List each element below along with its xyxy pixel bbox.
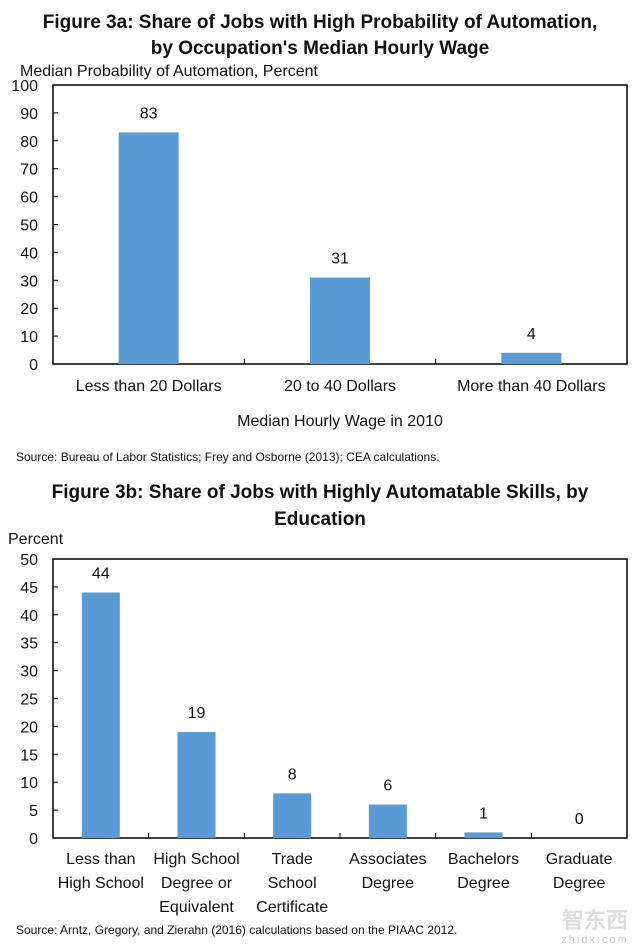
- x-category-label: Equivalent: [159, 899, 234, 916]
- watermark-url: zhidx.com: [561, 934, 629, 946]
- y-axis-label: Percent: [8, 531, 64, 548]
- x-category-label: Degree: [457, 875, 510, 892]
- y-tick-label: 100: [11, 78, 38, 95]
- y-tick-label: 40: [20, 245, 38, 262]
- y-tick-label: 70: [20, 162, 38, 179]
- bar: [464, 832, 503, 838]
- bar: [81, 592, 120, 838]
- y-tick-label: 10: [20, 329, 38, 346]
- bar: [501, 352, 562, 364]
- y-tick-label: 15: [20, 747, 38, 764]
- y-tick-label: 30: [20, 664, 38, 681]
- x-category-label: Graduate: [546, 851, 613, 868]
- watermark-logo: 智东西: [562, 908, 628, 933]
- data-label: 6: [383, 778, 392, 795]
- x-category-label: Degree: [553, 875, 606, 892]
- x-category-label: Degree or: [161, 875, 233, 892]
- y-tick-label: 10: [20, 775, 38, 792]
- chart-title: Figure 3a: Share of Jobs with High Proba…: [43, 12, 598, 33]
- data-label: 19: [188, 705, 206, 722]
- plot-area-frame: [52, 558, 628, 839]
- x-category-label: Less than 20 Dollars: [76, 378, 222, 395]
- data-label: 83: [140, 105, 158, 122]
- x-category-label: High School: [153, 851, 239, 868]
- y-tick-label: 20: [20, 719, 38, 736]
- chart-title: Education: [274, 509, 366, 530]
- bar: [177, 731, 216, 838]
- bar: [368, 804, 407, 838]
- x-category-label: School: [268, 875, 317, 892]
- y-tick-label: 50: [20, 218, 38, 235]
- y-tick-label: 50: [20, 552, 38, 569]
- x-category-label: Associates: [349, 851, 426, 868]
- x-axis-label: Median Hourly Wage in 2010: [237, 413, 443, 430]
- data-label: 4: [527, 326, 536, 343]
- chart-title: Figure 3b: Share of Jobs with Highly Aut…: [52, 482, 589, 503]
- x-category-label: Certificate: [256, 899, 328, 916]
- y-tick-label: 45: [20, 580, 38, 597]
- chart-title: by Occupation's Median Hourly Wage: [151, 38, 489, 59]
- y-tick-label: 60: [20, 190, 38, 207]
- x-category-label: High School: [58, 875, 144, 892]
- y-tick-label: 30: [20, 273, 38, 290]
- y-tick-label: 90: [20, 106, 38, 123]
- source-note: Source: Bureau of Labor Statistics; Frey…: [16, 450, 440, 464]
- data-label: 0: [575, 811, 584, 828]
- bar: [273, 793, 312, 838]
- y-tick-label: 80: [20, 134, 38, 151]
- y-axis-label: Median Probability of Automation, Percen…: [20, 63, 319, 80]
- y-tick-label: 25: [20, 692, 38, 709]
- y-tick-label: 5: [29, 803, 38, 820]
- y-tick-label: 20: [20, 301, 38, 318]
- y-tick-label: 0: [29, 357, 38, 374]
- data-label: 1: [479, 805, 488, 822]
- data-label: 31: [331, 251, 349, 268]
- bar: [310, 277, 370, 364]
- x-category-label: Less than: [66, 851, 135, 868]
- data-label: 44: [92, 565, 110, 582]
- y-tick-label: 35: [20, 636, 38, 653]
- x-category-label: 20 to 40 Dollars: [284, 378, 396, 395]
- data-label: 8: [288, 766, 297, 783]
- bar: [118, 132, 179, 364]
- x-category-label: Trade: [272, 851, 313, 868]
- y-tick-label: 0: [29, 831, 38, 848]
- x-category-label: Degree: [362, 875, 415, 892]
- source-note: Source: Arntz, Gregory, and Zierahn (201…: [16, 923, 457, 937]
- x-category-label: More than 40 Dollars: [457, 378, 606, 395]
- x-category-label: Bachelors: [448, 851, 519, 868]
- y-tick-label: 40: [20, 608, 38, 625]
